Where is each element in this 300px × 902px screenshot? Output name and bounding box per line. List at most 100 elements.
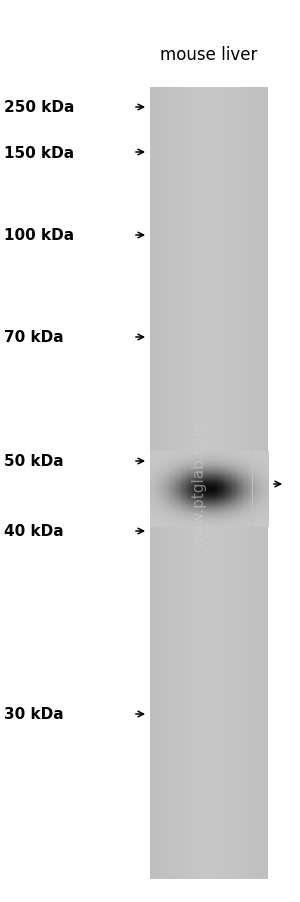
Bar: [184, 87, 185, 879]
Bar: [223, 87, 224, 879]
Bar: [206, 87, 207, 879]
Bar: [158, 87, 159, 879]
Bar: [175, 87, 176, 879]
Bar: [152, 87, 153, 879]
Bar: [154, 87, 155, 879]
Bar: [166, 87, 167, 879]
Bar: [212, 87, 213, 879]
Bar: [153, 87, 154, 879]
Bar: [233, 87, 234, 879]
Bar: [162, 87, 163, 879]
Text: 70 kDa: 70 kDa: [4, 330, 64, 345]
Bar: [185, 87, 186, 879]
Bar: [220, 87, 221, 879]
Bar: [252, 87, 253, 879]
Bar: [168, 87, 169, 879]
Bar: [217, 87, 218, 879]
Bar: [248, 87, 249, 879]
Bar: [191, 87, 192, 879]
Bar: [165, 87, 166, 879]
Bar: [232, 87, 233, 879]
Bar: [262, 87, 263, 879]
Bar: [169, 87, 170, 879]
Bar: [263, 87, 264, 879]
Text: 50 kDa: 50 kDa: [4, 454, 64, 469]
Text: www.ptglab.com: www.ptglab.com: [191, 419, 206, 548]
Bar: [229, 87, 230, 879]
Bar: [155, 87, 156, 879]
Bar: [163, 87, 164, 879]
Bar: [224, 87, 225, 879]
Text: 250 kDa: 250 kDa: [4, 100, 74, 115]
Bar: [196, 87, 197, 879]
Bar: [198, 87, 199, 879]
Bar: [156, 87, 157, 879]
Bar: [249, 87, 250, 879]
Bar: [205, 87, 206, 879]
Bar: [267, 87, 268, 879]
Bar: [211, 87, 212, 879]
Bar: [188, 87, 189, 879]
Bar: [240, 87, 241, 879]
Bar: [261, 87, 262, 879]
Bar: [183, 87, 184, 879]
Bar: [213, 87, 214, 879]
Bar: [258, 87, 259, 879]
Bar: [250, 87, 251, 879]
Bar: [255, 87, 256, 879]
Bar: [209, 87, 210, 879]
Bar: [245, 87, 246, 879]
Bar: [259, 87, 260, 879]
Bar: [235, 87, 236, 879]
Bar: [246, 87, 247, 879]
Bar: [189, 87, 190, 879]
Bar: [231, 87, 232, 879]
Bar: [208, 87, 209, 879]
Bar: [225, 87, 226, 879]
Bar: [230, 87, 231, 879]
Bar: [253, 87, 254, 879]
Bar: [242, 87, 243, 879]
Bar: [177, 87, 178, 879]
Bar: [194, 87, 195, 879]
Bar: [195, 87, 196, 879]
Bar: [264, 87, 265, 879]
Bar: [244, 87, 245, 879]
Bar: [207, 87, 208, 879]
Bar: [186, 87, 187, 879]
Bar: [219, 87, 220, 879]
Bar: [160, 87, 161, 879]
Bar: [172, 87, 173, 879]
Bar: [243, 87, 244, 879]
Bar: [174, 87, 175, 879]
Bar: [254, 87, 255, 879]
Bar: [193, 87, 194, 879]
Bar: [215, 87, 216, 879]
Bar: [167, 87, 168, 879]
Bar: [192, 87, 193, 879]
Bar: [226, 87, 227, 879]
Bar: [170, 87, 171, 879]
Bar: [210, 87, 211, 879]
Bar: [178, 87, 179, 879]
Bar: [201, 87, 202, 879]
Bar: [238, 87, 239, 879]
Bar: [216, 87, 217, 879]
Bar: [199, 87, 200, 879]
Bar: [241, 87, 242, 879]
Bar: [237, 87, 238, 879]
Bar: [266, 87, 267, 879]
Bar: [228, 87, 229, 879]
Text: 30 kDa: 30 kDa: [4, 706, 64, 722]
Bar: [222, 87, 223, 879]
Bar: [159, 87, 160, 879]
Bar: [157, 87, 158, 879]
Bar: [257, 87, 258, 879]
Bar: [227, 87, 228, 879]
Bar: [265, 87, 266, 879]
Bar: [171, 87, 172, 879]
Bar: [234, 87, 235, 879]
Bar: [203, 87, 204, 879]
Text: 40 kDa: 40 kDa: [4, 524, 64, 538]
Bar: [256, 87, 257, 879]
